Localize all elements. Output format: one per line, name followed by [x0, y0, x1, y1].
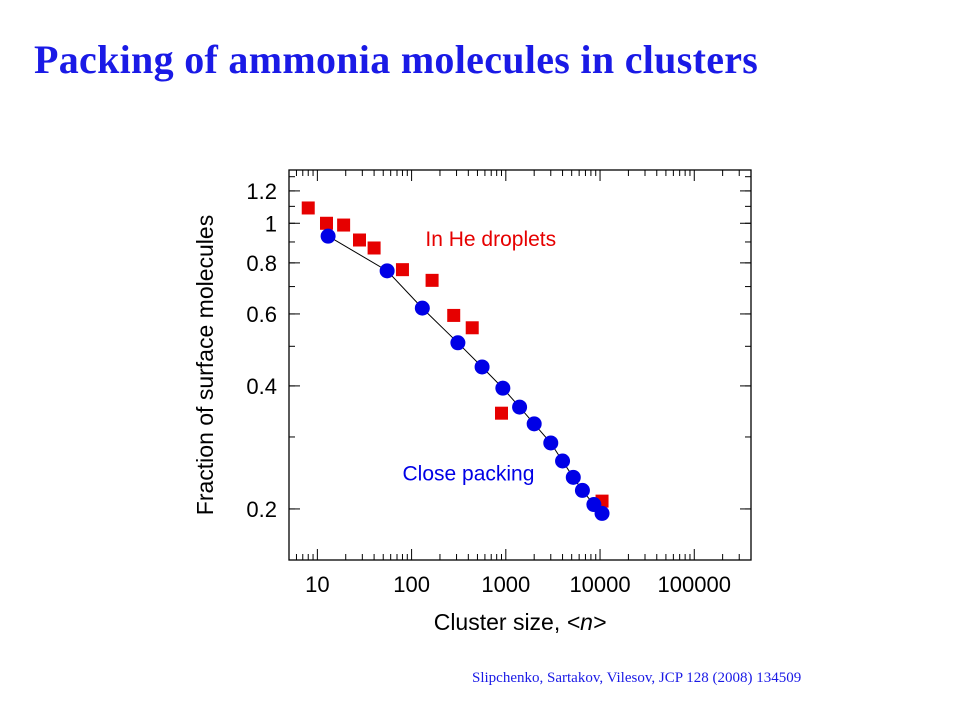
- tick-labels: 0.2 0.4 0.6 0.8 1 1.2 10 100 1000 10000 100000: [246, 179, 731, 597]
- y-tick-label: 1.2: [246, 179, 277, 204]
- annotation-in-he-droplets: In He droplets: [425, 228, 556, 251]
- data-point-in-he-droplets: [301, 201, 315, 215]
- data-point-in-he-droplets: [319, 216, 333, 230]
- data-point-in-he-droplets: [495, 406, 509, 420]
- data-point-in-he-droplets: [337, 218, 351, 232]
- data-point-in-he-droplets: [352, 233, 366, 247]
- x-tick-label: 100000: [658, 572, 731, 597]
- data-point-close-packing: [594, 505, 610, 521]
- x-tick-label: 1000: [481, 572, 530, 597]
- data-markers: [301, 201, 610, 521]
- x-tick-label: 10000: [569, 572, 630, 597]
- data-point-close-packing: [512, 399, 528, 415]
- citation: Slipchenko, Sartakov, Vilesov, JCP 128 (…: [472, 670, 802, 686]
- data-point-in-he-droplets: [395, 263, 409, 277]
- data-point-close-packing: [495, 380, 511, 396]
- data-point-close-packing: [414, 300, 430, 316]
- data-point-close-packing: [565, 469, 581, 485]
- y-axis-title: Fraction of surface molecules: [192, 215, 218, 515]
- data-point-close-packing: [320, 228, 336, 244]
- data-point-close-packing: [574, 482, 590, 498]
- y-tick-label: 0.2: [246, 497, 277, 522]
- data-point-in-he-droplets: [367, 241, 381, 255]
- data-point-in-he-droplets: [465, 321, 479, 335]
- plot-frame: [288, 169, 752, 561]
- data-point-close-packing: [543, 435, 559, 451]
- data-point-close-packing: [526, 416, 542, 432]
- y-tick-label: 0.6: [246, 302, 277, 327]
- x-axis-title: Cluster size, <n>: [434, 609, 607, 635]
- x-axis-title-variable: <n>: [567, 609, 607, 635]
- axis-ticks: [288, 170, 752, 560]
- y-tick-label: 0.8: [246, 251, 277, 276]
- data-point-close-packing: [379, 263, 395, 279]
- data-point-close-packing: [474, 359, 490, 375]
- x-tick-label: 100: [393, 572, 430, 597]
- y-tick-label: 1: [265, 211, 277, 236]
- data-point-in-he-droplets: [425, 273, 439, 287]
- annotation-close-packing: Close packing: [403, 462, 535, 485]
- data-point-close-packing: [450, 335, 466, 351]
- y-tick-label: 0.4: [246, 374, 277, 399]
- slide-title: Packing of ammonia molecules in clusters: [34, 37, 759, 82]
- x-tick-label: 10: [305, 572, 329, 597]
- x-axis-title-prefix: Cluster size,: [434, 609, 567, 635]
- data-point-close-packing: [555, 453, 571, 469]
- data-point-in-he-droplets: [447, 308, 461, 322]
